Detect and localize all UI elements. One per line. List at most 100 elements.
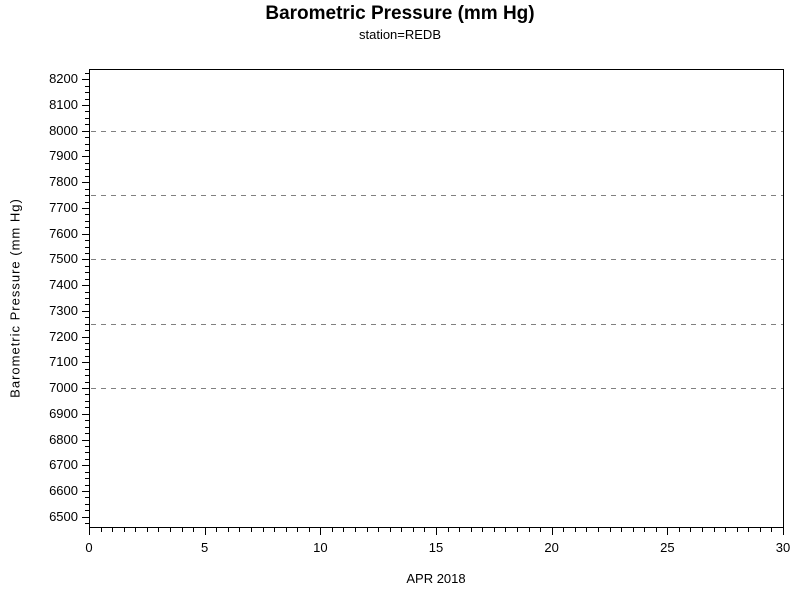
y-minor-tick [85, 510, 89, 512]
x-minor-tick [378, 528, 380, 532]
plot-area [89, 69, 784, 528]
y-minor-tick [85, 291, 89, 293]
x-minor-tick [771, 528, 773, 532]
x-minor-tick [135, 528, 137, 532]
y-tick-label: 7800 [49, 174, 78, 190]
y-gridline [91, 323, 783, 325]
y-tick-label: 6900 [49, 405, 78, 421]
y-minor-tick [85, 246, 89, 248]
x-tick-label: 30 [775, 540, 791, 555]
y-major-tick [82, 105, 89, 107]
y-minor-tick [85, 523, 89, 525]
x-major-tick [89, 528, 90, 535]
y-major-tick [82, 336, 89, 338]
x-minor-tick [181, 528, 183, 532]
y-minor-tick [85, 111, 89, 113]
x-minor-tick [655, 528, 657, 532]
y-minor-tick [85, 124, 89, 126]
y-tick-label: 6800 [49, 431, 78, 447]
y-minor-tick [85, 426, 89, 428]
x-minor-tick [146, 528, 148, 532]
x-minor-tick [366, 528, 368, 532]
x-minor-tick [447, 528, 449, 532]
x-minor-tick [216, 528, 218, 532]
y-minor-tick [85, 162, 89, 164]
y-tick-label: 7300 [49, 302, 78, 318]
x-minor-tick [308, 528, 310, 532]
x-minor-tick [574, 528, 576, 532]
x-tick-label: 0 [85, 540, 93, 555]
x-minor-tick [540, 528, 542, 532]
y-minor-tick [85, 484, 89, 486]
y-minor-tick [85, 92, 89, 94]
x-major-tick [436, 528, 437, 535]
x-tick-label: 5 [201, 540, 209, 555]
y-major-tick [82, 362, 89, 364]
y-minor-tick [85, 323, 89, 325]
y-minor-tick [85, 407, 89, 409]
y-minor-tick [85, 265, 89, 267]
x-minor-tick [759, 528, 761, 532]
y-gridline [91, 130, 783, 132]
y-tick-label: 6700 [49, 457, 78, 473]
y-minor-tick [85, 272, 89, 274]
y-minor-tick [85, 394, 89, 396]
y-major-tick [82, 439, 89, 441]
x-minor-tick [621, 528, 623, 532]
y-tick-label: 7700 [49, 199, 78, 215]
y-minor-tick [85, 349, 89, 351]
x-minor-tick [482, 528, 484, 532]
y-tick-label: 8000 [49, 122, 78, 138]
x-minor-tick [112, 528, 114, 532]
y-minor-tick [85, 72, 89, 74]
x-minor-tick [331, 528, 333, 532]
y-minor-tick [85, 117, 89, 119]
y-minor-tick [85, 304, 89, 306]
y-minor-tick [85, 471, 89, 473]
x-minor-tick [424, 528, 426, 532]
y-tick-label: 7000 [49, 380, 78, 396]
x-major-tick [320, 528, 322, 535]
x-minor-tick [528, 528, 530, 532]
y-minor-tick [85, 452, 89, 454]
chart-subtitle: station=REDB [358, 27, 441, 42]
x-minor-tick [644, 528, 646, 532]
x-major-tick [551, 528, 553, 535]
y-minor-tick [85, 137, 89, 139]
y-major-tick [82, 388, 89, 390]
x-minor-tick [690, 528, 692, 532]
y-tick-label: 6500 [49, 508, 78, 524]
y-minor-tick [85, 85, 89, 87]
x-minor-tick [609, 528, 611, 532]
y-minor-tick [85, 278, 89, 280]
x-minor-tick [401, 528, 403, 532]
y-tick-label: 7900 [49, 148, 78, 164]
y-minor-tick [85, 169, 89, 171]
y-major-tick [82, 259, 89, 261]
y-major-tick [82, 310, 89, 312]
y-major-tick [82, 490, 89, 492]
y-major-tick [82, 285, 89, 287]
x-minor-tick [250, 528, 252, 532]
x-minor-tick [632, 528, 634, 532]
y-tick-label: 8200 [49, 71, 78, 87]
x-minor-tick [678, 528, 680, 532]
y-major-tick [82, 182, 89, 184]
x-tick-label: 15 [428, 540, 444, 555]
y-minor-tick [85, 175, 89, 177]
y-minor-tick [85, 400, 89, 402]
x-axis-title: APR 2018 [406, 571, 466, 586]
y-minor-tick [85, 317, 89, 319]
y-major-tick [82, 413, 89, 415]
x-major-tick [204, 528, 206, 535]
x-minor-tick [239, 528, 241, 532]
y-minor-tick [85, 98, 89, 100]
y-minor-tick [85, 330, 89, 332]
x-minor-tick [158, 528, 160, 532]
y-minor-tick [85, 240, 89, 242]
y-major-tick [82, 79, 89, 81]
y-tick-label: 8100 [49, 97, 78, 113]
y-gridline [91, 195, 783, 197]
y-tick-label: 7400 [49, 277, 78, 293]
x-tick-label: 25 [660, 540, 675, 555]
